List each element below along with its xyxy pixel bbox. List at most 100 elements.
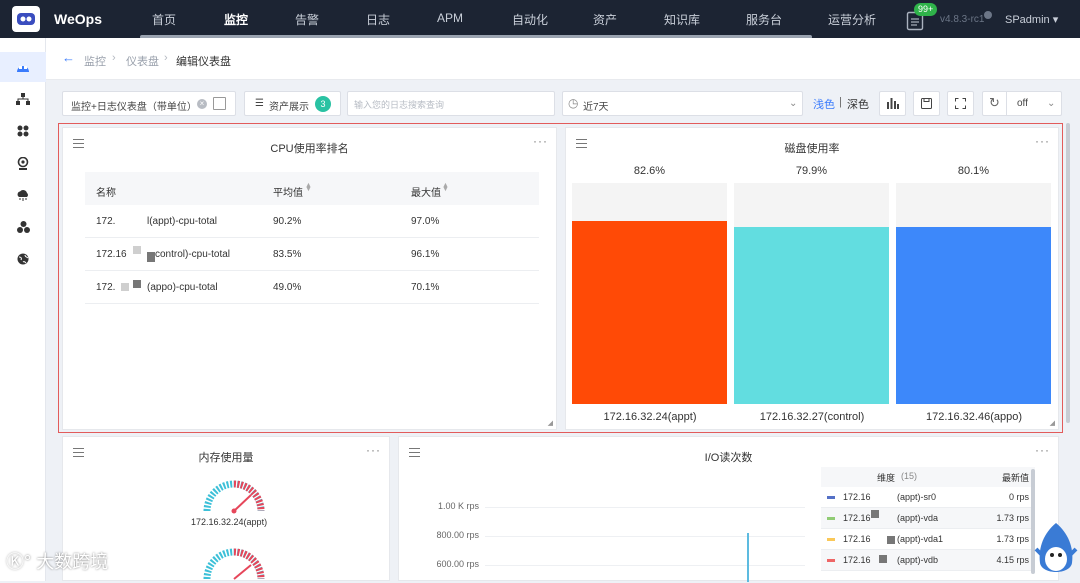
user-name: SPadmin [1005,14,1050,26]
fullscreen-button[interactable] [947,91,974,116]
edit-icon[interactable] [213,97,226,110]
sidebar-item-dashboard[interactable] [0,52,46,82]
sidebar-item-cloud[interactable] [0,180,46,210]
redaction-mask [871,510,879,518]
back-arrow-icon[interactable]: ← [62,50,75,65]
series-latest-value: 1.73 rps [996,534,1029,544]
legend-row[interactable]: 172.16 (appt)-vda1 1.73 rps [821,529,1035,550]
page-scrollbar[interactable] [1066,123,1070,423]
max-value: 70.1% [411,282,440,293]
nav-automation[interactable]: 自动化 [512,13,549,27]
time-range-select[interactable]: ◷ 近7天 ⌄ [562,91,803,116]
column-name: 名称 [96,188,116,199]
more-icon[interactable]: ··· [533,134,548,148]
nav-knowledge[interactable]: 知识库 [664,13,701,27]
host-prefix: 172.16 [96,249,127,260]
weops-logo-icon[interactable] [12,6,40,32]
sort-icon[interactable]: ▲ ▼ [305,182,312,193]
bar-track [734,183,889,404]
drag-menu-icon[interactable] [576,139,587,148]
grid-line [485,565,805,566]
save-button[interactable] [913,91,940,116]
bar-value-label: 80.1% [957,165,990,177]
series-name: (appt)-sr0 [897,492,937,502]
nav-scrollbar[interactable] [140,35,812,39]
nav-alarm[interactable]: 告警 [295,13,320,27]
breadcrumb: ← 监控 › 仪表盘 › 编辑仪表盘 [46,38,1080,80]
sidebar-item-webcam[interactable] [0,148,46,178]
log-search-input[interactable]: 输入您的日志搜索查询 [347,91,555,116]
column-max[interactable]: 最大值 [411,188,441,199]
sort-icon[interactable]: ▲ ▼ [442,182,449,193]
theme-dark-toggle[interactable]: 深色 [847,99,869,111]
gauge-label: 172.16.32.24(appt) [191,517,268,527]
nav-home[interactable]: 首页 [152,13,177,27]
nav-ops-analysis[interactable]: 运营分析 [828,13,877,27]
sidebar-item-apps[interactable] [0,116,46,146]
column-average[interactable]: 平均值 [273,188,303,199]
legend-row[interactable]: 172.16 (appt)-sr0 0 rps [821,487,1035,508]
series-latest-value: 0 rps [1008,492,1029,502]
bar-category-label: 172.16.32.27(control) [759,411,865,423]
more-icon[interactable]: ··· [1035,443,1050,457]
memory-gauge [203,480,265,514]
table-row[interactable]: 172. (appo)-cpu-total 49.0% 70.1% [85,271,539,304]
resize-handle-icon[interactable]: ◢ [1049,420,1055,427]
chart-settings-button[interactable] [879,91,906,116]
chevron-down-icon: ⌄ [789,98,798,109]
disk-usage-bar[interactable] [734,227,889,404]
asset-count-badge: 3 [315,96,331,112]
grid-line [485,507,805,508]
resize-handle-icon[interactable]: ◢ [547,420,553,427]
assistant-mascot-icon[interactable] [1032,519,1080,581]
host-prefix: 172. [96,282,116,293]
legend-row[interactable]: 172.16 (appt)-vda 1.73 rps [821,508,1035,529]
breadcrumb-monitor[interactable]: 监控 [84,56,106,68]
asset-display-button[interactable]: ☰ 资产展示 3 [244,91,341,116]
refresh-select[interactable]: ↻ off ⌄ [982,91,1062,116]
drag-menu-icon[interactable] [73,448,84,457]
watermark-logo-icon: Ⓚ° [6,552,32,572]
top-navbar: WeOps 首页 监控 告警 日志 APM 自动化 资产 知识库 服务台 运营分… [0,0,1080,39]
redaction-mask [121,283,129,291]
refresh-icon: ↻ [989,95,1000,110]
series-name: (appt)-vda [897,513,939,523]
left-sidebar [0,38,46,581]
breadcrumb-dashboard[interactable]: 仪表盘 [126,56,159,68]
nav-apm[interactable]: APM [437,11,464,25]
bar-chart-icon [886,98,899,109]
disk-usage-bar[interactable] [572,221,727,404]
dashboard-icon [17,66,29,72]
table-row[interactable]: 172.16 control)-cpu-total 83.5% 96.1% [85,238,539,271]
legend-scrollbar[interactable] [1031,469,1035,574]
table-row[interactable]: 172. l(appt)-cpu-total 90.2% 97.0% [85,205,539,238]
legend-row[interactable]: 172.16 (appt)-vdb 4.15 rps [821,550,1035,571]
help-icon[interactable] [984,11,992,19]
dashboard-name-field[interactable]: 监控+日志仪表盘（带单位） × [62,91,236,116]
nav-monitor[interactable]: 监控 [224,13,249,27]
average-value: 49.0% [273,282,302,293]
disk-usage-bar[interactable] [896,226,1051,404]
nav-assets[interactable]: 资产 [593,13,618,27]
legend-dimension-label: 维度 [877,473,896,483]
webcam-icon [17,156,29,170]
drag-menu-icon[interactable] [73,139,84,148]
selection-highlight [58,123,1063,433]
user-menu[interactable]: SPadmin ▾ [1005,13,1058,26]
nav-service-desk[interactable]: 服务台 [746,13,783,27]
panel-title: CPU使用率排名 [270,143,349,155]
nav-log[interactable]: 日志 [366,13,391,27]
table-header: 名称 平均值 ▲ ▼ 最大值 ▲ ▼ [85,172,539,205]
fullscreen-icon [955,98,966,109]
sidebar-item-cluster[interactable] [0,212,46,242]
series-host: 172.16 [843,492,871,502]
theme-light-toggle[interactable]: 浅色 [813,99,835,111]
clear-icon[interactable]: × [197,99,207,109]
series-name: (appt)-vdb [897,555,939,565]
sidebar-item-globe[interactable] [0,244,46,274]
drag-menu-icon[interactable] [409,448,420,457]
more-icon[interactable]: ··· [366,443,381,457]
bar-category-label: 172.16.32.46(appo) [925,411,1023,423]
sidebar-item-topology[interactable] [0,84,46,114]
more-icon[interactable]: ··· [1035,134,1050,148]
